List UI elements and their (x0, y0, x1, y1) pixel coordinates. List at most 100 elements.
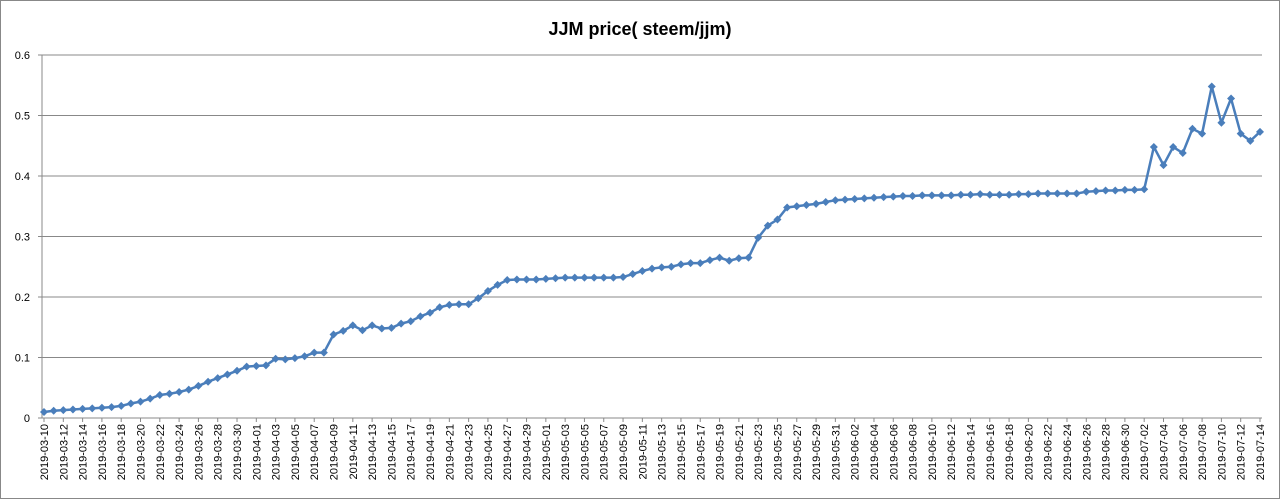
x-tick-label: 2019-04-11 (348, 424, 360, 479)
point-marker (850, 194, 859, 203)
point-marker (1140, 185, 1149, 194)
point-marker (734, 254, 743, 263)
point-marker (773, 215, 782, 224)
x-tick-label: 2019-05-19 (715, 424, 727, 480)
point-marker (474, 294, 483, 303)
point-marker (792, 202, 801, 211)
point-marker (204, 377, 213, 386)
point-marker (976, 190, 985, 199)
point-marker (406, 317, 415, 326)
point-marker (1034, 189, 1043, 198)
point-marker (667, 262, 676, 271)
point-marker (532, 275, 541, 284)
point-marker (435, 303, 444, 312)
point-marker (310, 348, 319, 357)
x-tick-label: 2019-04-27 (502, 424, 514, 480)
point-marker (368, 321, 377, 330)
x-tick-label: 2019-04-07 (309, 424, 321, 480)
point-marker (812, 199, 821, 208)
y-tick-label: 0.2 (15, 292, 30, 304)
point-marker (522, 275, 531, 284)
point-marker (88, 404, 97, 413)
point-marker (464, 300, 473, 309)
x-tick-label: 2019-05-21 (734, 424, 746, 480)
x-tick-label: 2019-05-11 (637, 424, 649, 479)
point-marker (648, 264, 656, 273)
x-tick-label: 2019-06-16 (985, 424, 997, 480)
point-marker (493, 280, 502, 289)
point-marker (860, 194, 869, 203)
x-tick-label: 2019-05-13 (657, 424, 669, 480)
point-marker (1043, 189, 1052, 198)
x-tick-label: 2019-06-14 (965, 424, 977, 480)
point-marker (1111, 186, 1120, 195)
x-tick-label: 2019-05-03 (560, 424, 572, 480)
point-marker (290, 354, 299, 363)
point-marker (107, 403, 116, 412)
point-marker (580, 273, 589, 282)
point-marker (397, 319, 406, 328)
point-marker (570, 273, 579, 282)
point-marker (1178, 149, 1187, 158)
x-tick-label: 2019-07-08 (1197, 424, 1209, 480)
x-tick-label: 2019-03-20 (136, 424, 148, 480)
point-marker (329, 330, 338, 339)
x-tick-label: 2019-06-04 (869, 424, 881, 480)
point-marker (831, 196, 840, 205)
point-marker (165, 389, 174, 398)
x-tick-label: 2019-05-09 (618, 424, 630, 480)
x-tick-label: 2019-06-08 (908, 424, 920, 480)
point-marker (319, 348, 328, 357)
point-marker (483, 286, 492, 295)
point-marker (937, 191, 946, 200)
x-tick-label: 2019-06-12 (946, 424, 958, 480)
point-marker (1053, 189, 1062, 198)
y-tick-label: 0.3 (15, 232, 30, 244)
point-marker (879, 193, 888, 202)
point-marker (541, 274, 550, 283)
point-marker (454, 300, 463, 309)
x-tick-label: 2019-07-02 (1139, 424, 1151, 480)
point-marker (908, 191, 917, 200)
point-marker (223, 370, 232, 379)
x-tick-label: 2019-04-23 (464, 424, 476, 480)
x-tick-label: 2019-03-30 (232, 424, 244, 480)
y-tick-label: 0.4 (15, 171, 30, 183)
x-tick-label: 2019-03-22 (155, 424, 167, 480)
x-tick-label: 2019-04-17 (406, 424, 418, 480)
x-tick-label: 2019-03-24 (174, 424, 186, 480)
point-marker (821, 198, 830, 207)
y-tick-label: 0.6 (15, 50, 30, 62)
point-marker (40, 407, 48, 416)
point-marker (1091, 187, 1100, 196)
x-tick-label: 2019-05-15 (676, 424, 688, 480)
point-marker (97, 403, 106, 412)
point-marker (512, 275, 521, 284)
point-marker (1101, 186, 1110, 195)
x-tick-label: 2019-04-03 (271, 424, 283, 480)
point-marker (146, 394, 155, 403)
x-tick-label: 2019-06-06 (888, 424, 900, 480)
x-tick-label: 2019-05-01 (541, 424, 553, 480)
point-marker (1062, 189, 1071, 198)
x-tick-label: 2019-04-15 (386, 424, 398, 480)
point-marker (918, 191, 927, 200)
point-marker (78, 404, 87, 413)
point-marker (1120, 185, 1129, 194)
point-marker (1217, 118, 1226, 127)
point-marker (377, 324, 386, 333)
x-tick-label: 2019-06-10 (927, 424, 939, 480)
point-marker (599, 273, 608, 282)
point-marker (242, 362, 251, 371)
point-marker (387, 323, 396, 332)
point-marker (155, 391, 164, 400)
x-tick-label: 2019-03-18 (116, 424, 128, 480)
point-marker (966, 190, 975, 199)
x-tick-label: 2019-03-28 (213, 424, 225, 480)
point-marker (802, 201, 811, 210)
point-marker (841, 195, 850, 204)
point-marker (175, 387, 184, 396)
x-tick-label: 2019-07-14 (1255, 424, 1267, 480)
